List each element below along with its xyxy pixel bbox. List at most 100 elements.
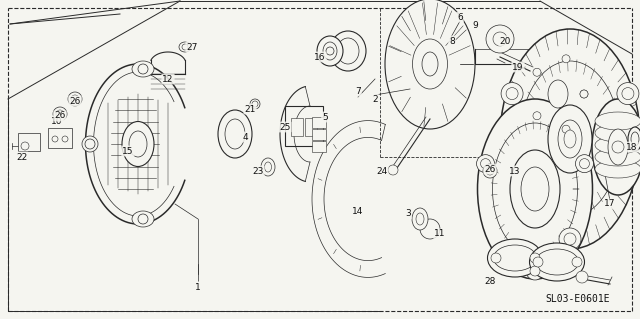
Ellipse shape	[631, 132, 639, 146]
Ellipse shape	[493, 123, 577, 255]
Circle shape	[533, 112, 541, 120]
Ellipse shape	[510, 150, 560, 228]
Ellipse shape	[520, 61, 620, 217]
Ellipse shape	[82, 136, 98, 152]
Ellipse shape	[122, 122, 154, 167]
Text: 15: 15	[122, 146, 134, 155]
Text: 26: 26	[484, 165, 496, 174]
Ellipse shape	[595, 160, 640, 178]
Circle shape	[21, 142, 29, 150]
Ellipse shape	[179, 42, 191, 52]
Ellipse shape	[595, 124, 640, 142]
Ellipse shape	[486, 25, 514, 53]
Text: 21: 21	[244, 105, 256, 114]
Bar	[18, 133, 40, 151]
Circle shape	[326, 47, 334, 55]
Text: 28: 28	[484, 277, 496, 286]
Circle shape	[481, 159, 490, 169]
Ellipse shape	[483, 164, 497, 178]
Circle shape	[579, 159, 589, 169]
Circle shape	[562, 55, 570, 63]
Text: SL03-E0601E: SL03-E0601E	[546, 294, 611, 304]
Ellipse shape	[500, 29, 640, 249]
Ellipse shape	[225, 119, 245, 149]
Bar	[48, 128, 72, 148]
Circle shape	[56, 110, 64, 118]
Ellipse shape	[68, 92, 82, 106]
Circle shape	[62, 136, 68, 142]
Circle shape	[580, 90, 588, 98]
Ellipse shape	[129, 131, 147, 157]
Text: 10: 10	[51, 116, 63, 125]
Ellipse shape	[493, 32, 507, 46]
Circle shape	[71, 95, 79, 103]
Ellipse shape	[526, 262, 544, 280]
Text: 23: 23	[252, 167, 264, 175]
Text: 26: 26	[54, 112, 66, 121]
Circle shape	[85, 139, 95, 149]
Ellipse shape	[488, 239, 543, 277]
Ellipse shape	[132, 211, 154, 227]
Bar	[312, 141, 326, 152]
Text: 1: 1	[195, 283, 201, 292]
Circle shape	[622, 88, 634, 100]
Bar	[312, 129, 326, 140]
Ellipse shape	[595, 112, 640, 130]
Ellipse shape	[317, 36, 343, 66]
Circle shape	[533, 68, 541, 76]
Circle shape	[530, 266, 540, 276]
Text: 5: 5	[322, 113, 328, 122]
Text: 24: 24	[376, 167, 388, 175]
Circle shape	[580, 90, 588, 98]
Circle shape	[612, 141, 624, 153]
Ellipse shape	[337, 38, 359, 64]
Circle shape	[486, 167, 494, 175]
Ellipse shape	[53, 107, 67, 121]
Bar	[291, 118, 303, 136]
Text: 12: 12	[163, 75, 173, 84]
Ellipse shape	[628, 127, 640, 151]
Text: 2: 2	[372, 94, 378, 103]
Text: 4: 4	[242, 132, 248, 142]
Ellipse shape	[608, 129, 628, 165]
Ellipse shape	[548, 105, 592, 173]
Circle shape	[491, 253, 501, 263]
Text: 13: 13	[509, 167, 521, 175]
Circle shape	[572, 257, 582, 267]
Circle shape	[388, 165, 398, 175]
Text: 20: 20	[499, 36, 511, 46]
Ellipse shape	[501, 83, 523, 105]
Ellipse shape	[617, 83, 639, 105]
Circle shape	[252, 101, 258, 107]
Bar	[285, 106, 323, 146]
Ellipse shape	[477, 155, 495, 173]
Text: 3: 3	[405, 210, 411, 219]
Ellipse shape	[493, 245, 536, 271]
Ellipse shape	[412, 208, 428, 230]
Ellipse shape	[250, 99, 260, 109]
Text: 11: 11	[435, 229, 445, 239]
Text: 19: 19	[512, 63, 524, 71]
Ellipse shape	[536, 249, 579, 275]
Bar	[312, 117, 326, 128]
Text: 25: 25	[279, 122, 291, 131]
Bar	[305, 118, 317, 136]
Text: 7: 7	[355, 86, 361, 95]
Ellipse shape	[575, 155, 593, 173]
Circle shape	[562, 125, 570, 133]
Circle shape	[533, 257, 543, 267]
Text: 9: 9	[472, 21, 478, 31]
Ellipse shape	[592, 99, 640, 195]
Ellipse shape	[595, 148, 640, 166]
Ellipse shape	[323, 42, 337, 60]
Ellipse shape	[218, 110, 252, 158]
Text: 17: 17	[604, 199, 616, 209]
Text: 22: 22	[17, 152, 28, 161]
Ellipse shape	[261, 158, 275, 176]
Ellipse shape	[538, 67, 578, 121]
Ellipse shape	[558, 120, 582, 158]
Ellipse shape	[420, 219, 440, 239]
Ellipse shape	[132, 61, 154, 77]
Text: 27: 27	[186, 42, 198, 51]
Text: 8: 8	[449, 36, 455, 46]
